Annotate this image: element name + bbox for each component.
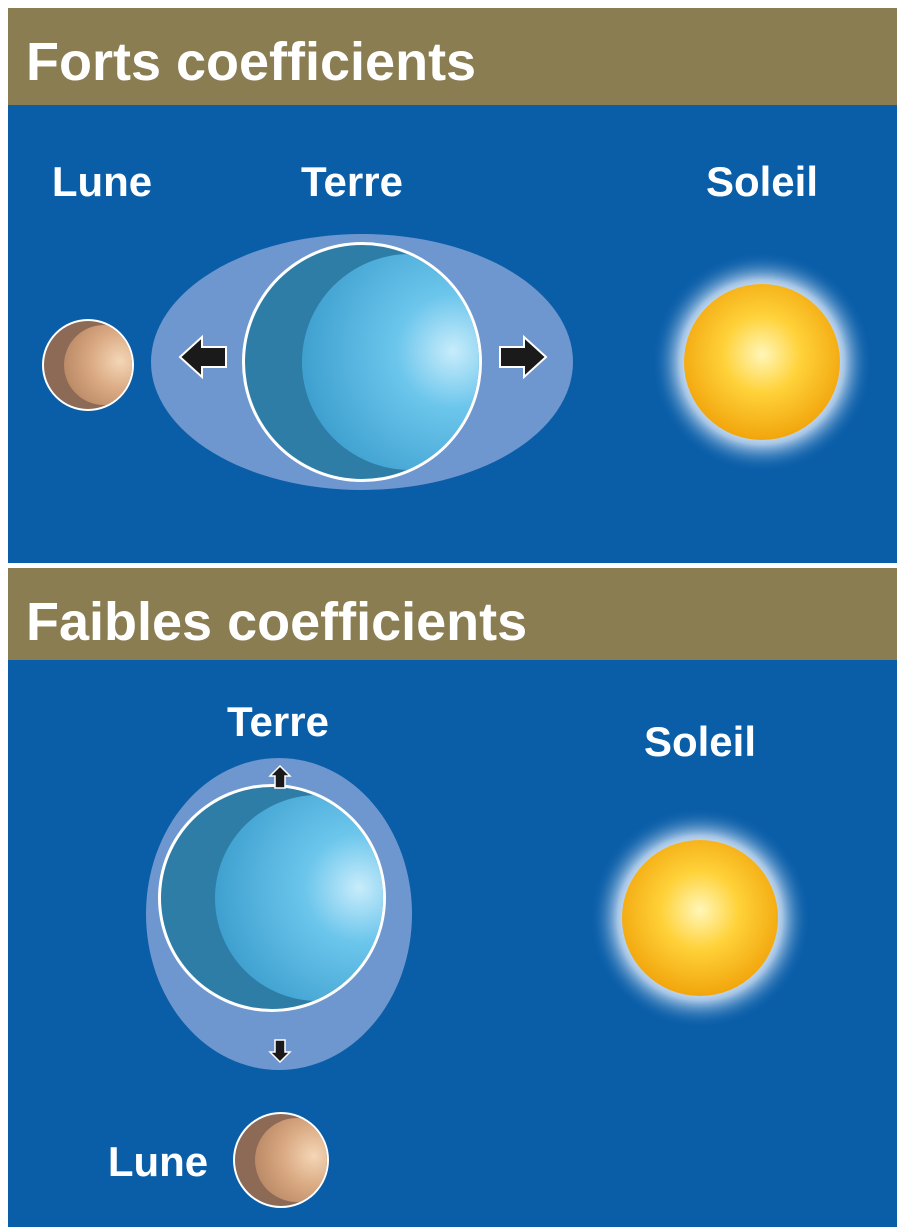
sun-label: Soleil [644, 718, 756, 765]
moon-label: Lune [108, 1138, 208, 1185]
sun [652, 252, 872, 472]
section-title: Forts coefficients [26, 32, 476, 92]
diagram: Forts coefficients Lune Terre Soleil Fai… [0, 0, 897, 1227]
moon-label: Lune [52, 158, 152, 205]
sun [590, 808, 810, 1028]
earth-label: Terre [301, 158, 403, 205]
section-weak: Faibles coefficients Terre Soleil Lune [8, 568, 897, 1227]
earth-label: Terre [227, 698, 329, 745]
section-strong: Forts coefficients Lune Terre Soleil [8, 8, 897, 563]
sun-label: Soleil [706, 158, 818, 205]
section-title: Faibles coefficients [26, 592, 527, 652]
